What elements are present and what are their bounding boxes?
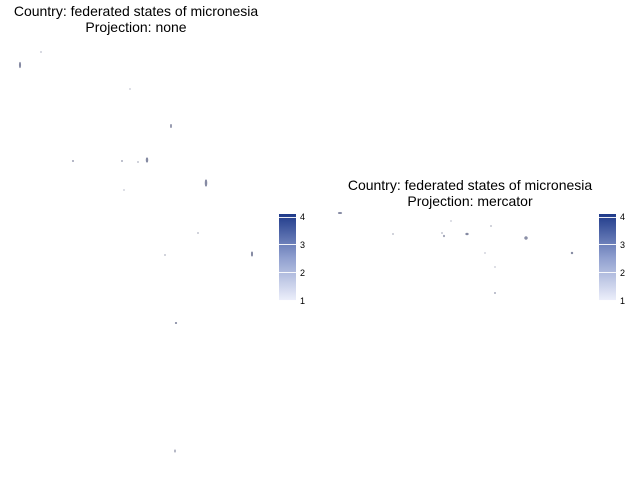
legend-tick <box>279 300 296 301</box>
island <box>170 123 172 129</box>
legend-tick <box>279 217 296 218</box>
panel-title: Country: federated states of micronesia … <box>0 3 272 35</box>
island <box>337 211 343 214</box>
color-legend: 4 3 2 1 <box>279 212 319 306</box>
island <box>174 322 178 325</box>
title-projection: Projection: none <box>85 19 187 35</box>
legend-label: 4 <box>620 212 626 222</box>
island <box>19 61 22 69</box>
island <box>145 157 149 163</box>
legend-gradient-bar <box>599 214 616 301</box>
legend-tick <box>599 217 616 218</box>
map-canvas <box>337 211 574 294</box>
legend-label: 4 <box>300 212 306 222</box>
legend-tick <box>599 272 616 273</box>
legend-label: 2 <box>620 268 626 278</box>
legend-label: 1 <box>300 296 306 306</box>
island <box>484 252 486 254</box>
island <box>164 254 166 256</box>
island <box>197 232 199 234</box>
legend-label: 3 <box>300 240 306 250</box>
island <box>40 51 42 53</box>
color-legend: 4 3 2 1 <box>599 212 639 306</box>
legend-gradient-bar <box>279 214 296 301</box>
map-canvas <box>19 51 253 453</box>
panel-title: Country: federated states of micronesia … <box>320 177 620 209</box>
island <box>570 251 574 255</box>
island <box>174 449 176 453</box>
island <box>121 160 123 162</box>
legend-label: 3 <box>620 240 626 250</box>
island <box>129 88 131 90</box>
legend-label: 1 <box>620 296 626 306</box>
island <box>137 161 139 163</box>
island <box>204 179 208 187</box>
island <box>72 160 74 162</box>
island <box>250 251 253 257</box>
map-panel-projection-mercator: Country: federated states of micronesia … <box>320 0 640 480</box>
island <box>123 189 125 191</box>
title-country: Country: federated states of micronesia <box>13 3 259 19</box>
legend-tick <box>599 244 616 245</box>
legend-tick <box>279 244 296 245</box>
legend-tick <box>279 272 296 273</box>
legend-label: 2 <box>300 268 306 278</box>
island <box>392 233 394 235</box>
island <box>450 220 452 222</box>
island <box>441 232 443 234</box>
island <box>494 266 496 268</box>
island <box>524 236 528 240</box>
island <box>443 234 445 238</box>
title-projection: Projection: mercator <box>407 193 533 209</box>
title-country: Country: federated states of micronesia <box>347 177 593 193</box>
legend-tick <box>599 300 616 301</box>
map-panel-projection-none: Country: federated states of micronesia … <box>0 3 319 453</box>
island <box>465 232 469 236</box>
island <box>494 292 496 294</box>
island <box>490 225 492 227</box>
